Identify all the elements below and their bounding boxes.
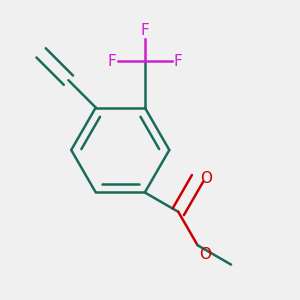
Text: F: F [108, 54, 117, 69]
Text: F: F [173, 54, 182, 69]
Text: O: O [200, 171, 212, 186]
Text: O: O [199, 247, 211, 262]
Text: F: F [140, 23, 149, 38]
